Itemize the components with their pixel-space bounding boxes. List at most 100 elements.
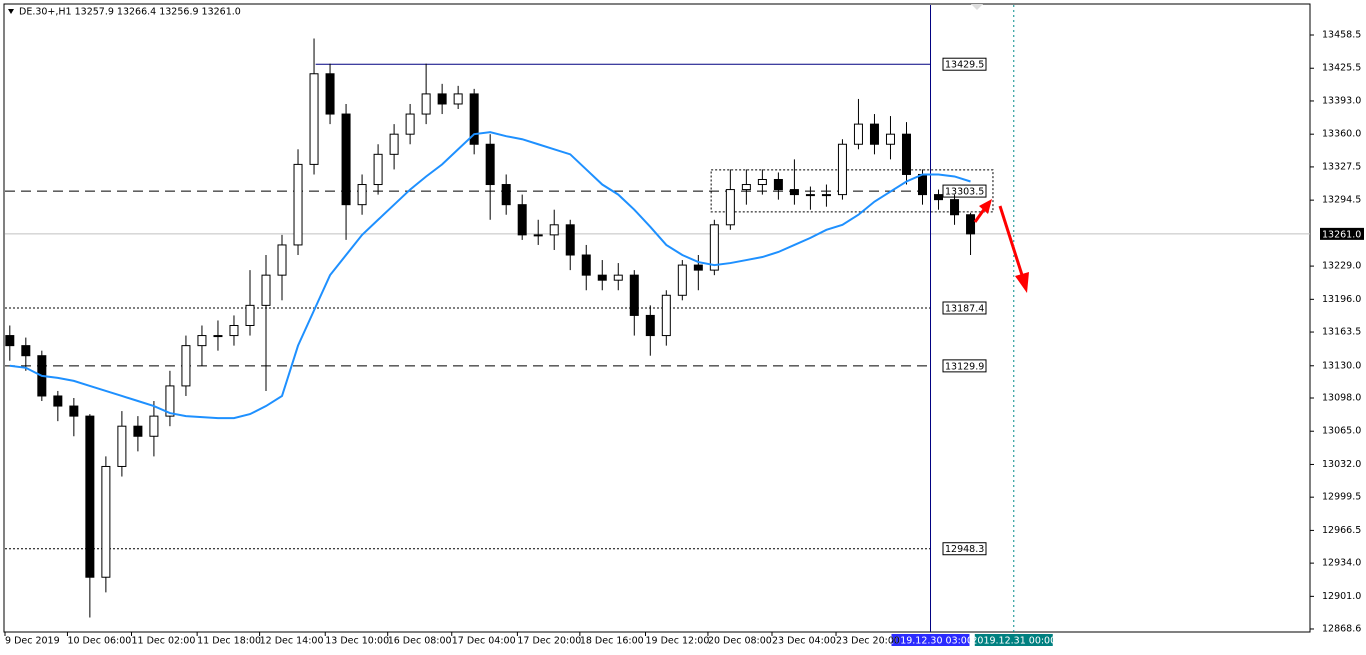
y-tick-label: 13196.0 [1322, 294, 1361, 305]
candle-body [869, 123, 879, 145]
candle-body [213, 335, 223, 338]
candle-body [885, 133, 895, 145]
arrow-down [998, 205, 1024, 276]
y-tick-label: 13229.0 [1322, 261, 1361, 272]
candle-body [117, 425, 127, 467]
x-tick-label: 23 Dec 04:00 [772, 636, 836, 647]
candle-body [549, 224, 559, 236]
x-tick-label: 9 Dec 2019 [5, 636, 60, 647]
x-tick-label: 10 Dec 06:00 [67, 636, 131, 647]
y-tick-label: 12934.0 [1322, 558, 1361, 569]
x-tick-label: 19 Dec 12:00 [645, 636, 709, 647]
candle-body [325, 73, 335, 115]
y-tick-label: 13327.5 [1322, 161, 1361, 172]
candle-body [757, 178, 767, 186]
level-label: 13429.5 [945, 60, 984, 71]
time-label-box [974, 634, 1053, 646]
candle-body [853, 123, 863, 145]
shift-marker [971, 4, 983, 10]
time-label: 2019.12.30 03:00 [888, 636, 973, 647]
y-tick-label: 13458.5 [1322, 30, 1361, 41]
arrow-up [973, 207, 987, 223]
candle-body [277, 244, 287, 276]
arrow-down-head [1015, 272, 1029, 293]
menu-arrow[interactable] [8, 9, 14, 14]
candle-body [613, 274, 623, 281]
y-tick-label: 13360.0 [1322, 129, 1361, 140]
candle-body [421, 93, 431, 115]
candle-body [485, 143, 495, 186]
y-tick-label: 13294.5 [1322, 195, 1361, 206]
arrows [973, 199, 1029, 293]
time-label: 2019.12.31 00:00 [971, 636, 1056, 647]
level-label-box [942, 301, 987, 315]
x-tick-label: 11 Dec 02:00 [131, 636, 195, 647]
candle-body [661, 294, 671, 337]
candle-body [837, 143, 847, 196]
candle-body [69, 405, 79, 417]
moving-average [9, 131, 971, 420]
y-tick-label: 13163.5 [1322, 327, 1361, 338]
arrow-up-head [979, 199, 992, 214]
level-label-box [942, 184, 987, 198]
x-tick-label: 17 Dec 04:00 [452, 636, 516, 647]
candle-body [309, 73, 319, 165]
candle-body [5, 335, 15, 347]
candle-body [389, 133, 399, 155]
level-label: 12948.3 [945, 544, 984, 555]
y-tick-label: 12868.6 [1322, 623, 1361, 634]
candle-body [709, 224, 719, 271]
x-tick-label: 12 Dec 14:00 [260, 636, 324, 647]
candle-body [581, 254, 591, 276]
candle-body [229, 324, 239, 337]
candle-body [469, 93, 479, 145]
plot-frame [3, 3, 1311, 633]
candle-body [741, 184, 751, 191]
candle-body [966, 214, 976, 235]
x-tick-label: 18 Dec 16:00 [580, 636, 644, 647]
candle-body [501, 184, 511, 206]
plot: 13429.5 13303.5 13187.4 13129.9 12948.3 2019.… [4, 5, 1364, 647]
candle-body [149, 415, 159, 437]
level-label: 13187.4 [945, 303, 984, 314]
y-tick-label: 13032.0 [1322, 459, 1361, 470]
candle-body [517, 204, 527, 236]
candle-body [918, 173, 928, 196]
candle-body [357, 184, 367, 206]
current-price-label: 13261.0 [1322, 229, 1361, 240]
x-tick-label: 20 Dec 08:00 [708, 636, 772, 647]
candle-body [133, 425, 143, 437]
candle-body [565, 224, 575, 256]
level-label-box [942, 359, 987, 373]
candle-body [405, 113, 415, 135]
candle-body [165, 385, 175, 417]
y-tick-label: 13393.0 [1322, 95, 1361, 106]
candle-body [934, 194, 944, 201]
current-price-box [1320, 227, 1364, 240]
y-tick-label: 13130.0 [1322, 360, 1361, 371]
candle-body [181, 345, 191, 387]
x-tick-label: 17 Dec 20:00 [517, 636, 581, 647]
candle-body [950, 199, 960, 216]
y-tick-label: 12901.0 [1322, 591, 1361, 602]
candle-body [901, 133, 911, 175]
candle-body [197, 335, 207, 347]
candle-body [773, 178, 783, 191]
candle-body [85, 415, 95, 578]
y-tick-label: 13065.0 [1322, 426, 1361, 437]
y-tick-label: 12966.5 [1322, 525, 1361, 536]
candle-body [261, 274, 271, 306]
y-tick-label: 13425.5 [1322, 63, 1361, 74]
x-tick-label: 11 Dec 18:00 [197, 636, 261, 647]
range-box [710, 169, 994, 213]
candle-body [53, 395, 63, 407]
candle-body [789, 189, 799, 196]
candle-body [21, 345, 31, 357]
y-tick-label: 13098.0 [1322, 392, 1361, 403]
x-tick-label: 13 Dec 10:00 [325, 636, 389, 647]
candle-body [629, 274, 639, 316]
x-tick-label: 23 Dec 20:00 [836, 636, 900, 647]
candle-body [341, 113, 351, 206]
